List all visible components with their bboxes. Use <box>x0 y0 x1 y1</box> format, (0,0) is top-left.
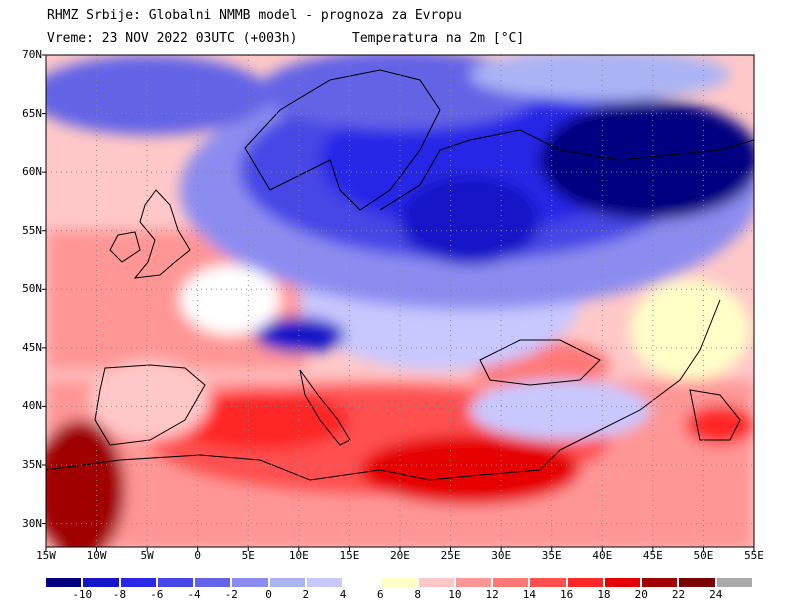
colorbar-label: 0 <box>254 588 284 601</box>
lon-label: 25E <box>431 549 471 562</box>
colorbar-label: -4 <box>179 588 209 601</box>
colorbar-swatch <box>493 578 528 587</box>
colorbar-label: 6 <box>365 588 395 601</box>
lat-label: 70N <box>6 48 42 61</box>
lon-label: 45E <box>633 549 673 562</box>
lat-label: 60N <box>6 165 42 178</box>
lon-label: 55E <box>734 549 774 562</box>
colorbar-label: 24 <box>701 588 731 601</box>
colorbar-swatch <box>307 578 342 587</box>
colorbar-swatch <box>568 578 603 587</box>
lon-label: 15W <box>26 549 66 562</box>
colorbar-swatch <box>46 578 81 587</box>
colorbar-label: 4 <box>328 588 358 601</box>
lon-label: 50E <box>683 549 723 562</box>
colorbar-swatch <box>158 578 193 587</box>
colorbar-swatch <box>456 578 491 587</box>
lat-label: 30N <box>6 517 42 530</box>
colorbar-label: 20 <box>626 588 656 601</box>
colorbar-label: 14 <box>514 588 544 601</box>
temperature-field <box>30 50 760 560</box>
colorbar-swatch <box>419 578 454 587</box>
colorbar-label: -6 <box>142 588 172 601</box>
lat-label: 35N <box>6 458 42 471</box>
lat-label: 50N <box>6 282 42 295</box>
colorbar-swatch <box>195 578 230 587</box>
lon-label: 30E <box>481 549 521 562</box>
lon-label: 5E <box>228 549 268 562</box>
colorbar-swatch <box>232 578 267 587</box>
colorbar-label: 8 <box>403 588 433 601</box>
temperature-map <box>0 0 800 600</box>
colorbar-swatch <box>83 578 118 587</box>
lat-label: 45N <box>6 341 42 354</box>
colorbar-label: 16 <box>552 588 582 601</box>
colorbar-label: -10 <box>67 588 97 601</box>
colorbar-label: 18 <box>589 588 619 601</box>
colorbar-swatch <box>679 578 714 587</box>
colorbar-swatch <box>121 578 156 587</box>
colorbar-swatch <box>270 578 305 587</box>
colorbar-swatch <box>381 578 416 587</box>
colorbar-label: 10 <box>440 588 470 601</box>
colorbar-swatch <box>642 578 677 587</box>
colorbar-swatch <box>530 578 565 587</box>
colorbar-label: -2 <box>216 588 246 601</box>
lon-label: 40E <box>582 549 622 562</box>
colorbar-label: 2 <box>291 588 321 601</box>
lon-label: 5W <box>127 549 167 562</box>
colorbar-swatch <box>344 578 379 587</box>
lon-label: 35E <box>532 549 572 562</box>
lon-label: 10W <box>77 549 117 562</box>
lat-label: 40N <box>6 399 42 412</box>
lon-label: 0 <box>178 549 218 562</box>
colorbar-label: -8 <box>105 588 135 601</box>
colorbar-swatch <box>605 578 640 587</box>
lon-label: 10E <box>279 549 319 562</box>
lat-label: 65N <box>6 107 42 120</box>
colorbar-swatch <box>717 578 752 587</box>
colorbar-label: 12 <box>477 588 507 601</box>
lon-label: 15E <box>329 549 369 562</box>
colorbar-label: 22 <box>663 588 693 601</box>
lat-label: 55N <box>6 224 42 237</box>
lon-label: 20E <box>380 549 420 562</box>
